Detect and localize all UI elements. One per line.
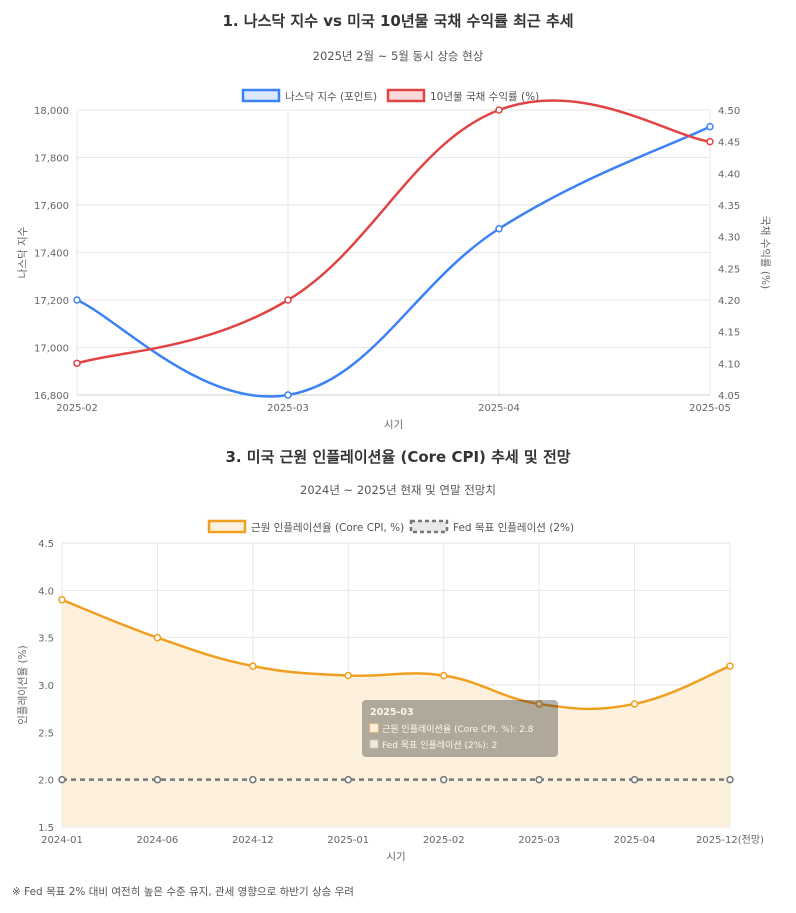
- chart1-point-0-3: [706, 122, 714, 131]
- chart1-xlabel: 시기: [384, 419, 403, 431]
- core-cpi-chart[interactable]: 1.5 2.0 2.5 3.0 3.5 4.0 4.5 2024-01 2024-06 2024-…: [0, 510, 796, 872]
- chart2-subtitle: 2024년 ~ 2025년 현재 및 연말 전망치: [300, 483, 496, 497]
- chart1-y2tick: 4.50: [718, 106, 740, 117]
- chart2-ytick: 2.5: [38, 728, 54, 739]
- chart2-cpi-point-7: [726, 662, 734, 670]
- chart2-xtick: 2024-12: [232, 835, 274, 846]
- chart1-y2tick: 4.10: [718, 359, 740, 370]
- chart1-ylabel: 나스닥 지수: [17, 226, 29, 278]
- chart1-ytick: 17,600: [34, 201, 69, 212]
- chart2-ytick: 3.5: [38, 634, 54, 645]
- chart2-xtick: 2024-06: [137, 835, 179, 846]
- chart1-grid: [76, 109, 711, 396]
- chart1-xtick: 2025-05: [689, 403, 731, 414]
- chart2-title: 3. 미국 근원 인플레이션율 (Core CPI) 추세 및 전망: [225, 448, 571, 466]
- chart2-xtick: 2024-01: [41, 835, 83, 846]
- chart2-fed-point-6: [630, 775, 639, 784]
- chart1-xtick: 2025-04: [478, 403, 520, 414]
- chart2-xtick: 2025-12(전망): [696, 834, 764, 846]
- chart2-tooltip-title: 2025-03: [370, 707, 414, 718]
- chart2-legend-fed-swatch: [409, 519, 449, 534]
- chart2-fed-point-5: [535, 775, 543, 784]
- chart2-xtick: 2025-03: [518, 835, 560, 846]
- chart1-y2tick: 4.20: [718, 296, 740, 307]
- chart1-y2tick: 4.25: [718, 264, 740, 275]
- chart1-ytick: 17,000: [34, 344, 69, 355]
- chart2-tooltip-line1: 근원 인플레이션율 (Core CPI, %): 2.8: [382, 724, 534, 735]
- chart1-legend-nasdaq-swatch: [241, 88, 281, 103]
- chart1-point-1-3: [706, 137, 714, 146]
- chart1-legend-yield-swatch: [386, 88, 426, 103]
- chart1-y2label: 국채 수익률 (%): [759, 216, 771, 289]
- chart1-point-1-1: [284, 296, 292, 304]
- chart1-ytick: 16,800: [34, 391, 69, 402]
- chart2-cpi-point-3: [344, 671, 353, 680]
- chart1-ytick: 17,400: [34, 249, 69, 260]
- chart1-y2tick: 4.45: [718, 138, 740, 149]
- chart2-legend-fed-label: Fed 목표 인플레이션 (2%): [453, 522, 574, 534]
- footnote: ※ Fed 목표 2% 대비 여전히 높은 수준 유지, 관세 영향으로 하반기…: [12, 886, 354, 898]
- chart2-ytick: 4.0: [38, 586, 54, 597]
- chart1-y2tick: 4.40: [718, 169, 740, 180]
- chart1-point-1-2: [495, 106, 503, 114]
- chart2-fed-point-2: [249, 775, 257, 784]
- chart2-fed-point-1: [153, 775, 162, 784]
- chart2-tooltip-box: [362, 700, 558, 757]
- chart2-ytick: 2.0: [38, 776, 54, 787]
- chart2-cpi-point-4: [439, 671, 448, 680]
- chart1-series-line-0: [76, 125, 711, 398]
- chart2-fed-point-4: [439, 775, 448, 784]
- chart2-fed-point-0: [58, 775, 66, 784]
- chart1-point-1-0: [73, 359, 81, 368]
- chart2-cpi-point-0: [58, 596, 66, 604]
- chart1-point-0-0: [73, 296, 81, 304]
- chart2-cpi-point-5: [535, 700, 543, 708]
- chart1-ytick: 17,200: [34, 296, 69, 307]
- chart1-y2tick: 4.05: [718, 391, 740, 402]
- chart1-y2tick: 4.35: [718, 201, 740, 212]
- chart2-cpi-point-2: [249, 662, 257, 670]
- chart1-legend-nasdaq-label: 나스닥 지수 (포인트): [285, 91, 377, 103]
- chart1-y2tick: 4.15: [718, 328, 740, 339]
- chart2-fed-point-7: [726, 775, 734, 784]
- chart1-point-0-2: [495, 225, 503, 233]
- chart2-xlabel: 시기: [386, 851, 405, 863]
- chart1-xtick: 2025-03: [267, 403, 309, 414]
- chart2-fed-point-3: [344, 775, 353, 784]
- chart2-ytick: 1.5: [38, 823, 54, 834]
- chart2-ytick: 4.5: [38, 539, 54, 550]
- chart1-legend-yield-label: 10년물 국채 수익률 (%): [430, 91, 539, 103]
- chart1-subtitle: 2025년 2월 ~ 5월 동시 상승 현상: [312, 49, 484, 63]
- nasdaq-yield-chart[interactable]: 16,800 17,000 17,200 17,400 17,600 17,800 18,0…: [0, 80, 796, 432]
- chart2-ytick: 3.0: [38, 681, 54, 692]
- chart2-tooltip-swatch-2: [369, 739, 379, 749]
- chart2-tooltip-line2: Fed 목표 인플레이션 (2%): 2: [382, 740, 497, 751]
- chart2-area-fill: [62, 599, 730, 827]
- chart1-y2tick: 4.30: [718, 233, 740, 244]
- chart1-title: 1. 나스닥 지수 vs 미국 10년물 국채 수익률 최근 추세: [222, 12, 574, 30]
- chart1-point-0-1: [284, 391, 292, 399]
- chart2-cpi-line: [61, 598, 731, 711]
- chart2-ylabel: 인플레이션율 (%): [17, 645, 29, 724]
- chart1-ytick: 18,000: [34, 106, 69, 117]
- chart2-cpi-point-1: [153, 633, 162, 642]
- chart2-tooltip-swatch-1: [369, 723, 379, 733]
- chart2-legend-cpi-label: 근원 인플레이션율 (Core CPI, %): [251, 522, 404, 534]
- chart1-ytick: 17,800: [34, 154, 69, 165]
- chart2-tooltip: 2025-03 근원 인플레이션율 (Core CPI, %): 2.8 Fed 목…: [362, 700, 558, 757]
- chart1-series-line-1: [76, 99, 711, 365]
- chart2-xtick: 2025-01: [327, 835, 369, 846]
- chart2-xtick: 2025-02: [423, 835, 465, 846]
- chart1-xtick: 2025-02: [56, 403, 98, 414]
- chart2-legend-cpi-swatch: [207, 519, 247, 534]
- chart2-cpi-point-6: [630, 700, 639, 708]
- chart2-xtick: 2025-04: [614, 835, 656, 846]
